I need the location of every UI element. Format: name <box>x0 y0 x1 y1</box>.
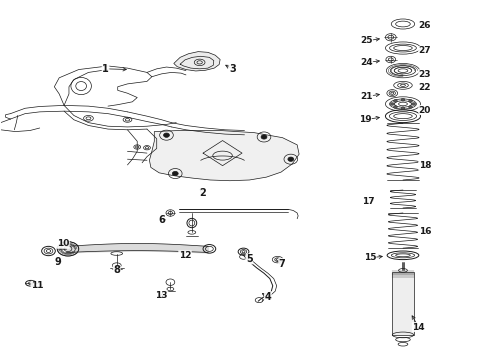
Text: 2: 2 <box>199 188 206 198</box>
Text: 11: 11 <box>31 281 43 290</box>
Text: 7: 7 <box>278 258 285 269</box>
Text: 18: 18 <box>418 161 430 170</box>
Text: 16: 16 <box>418 228 430 237</box>
Circle shape <box>400 107 404 110</box>
Polygon shape <box>149 131 299 181</box>
Circle shape <box>411 103 415 105</box>
Circle shape <box>287 157 293 161</box>
Text: 14: 14 <box>411 323 424 332</box>
Circle shape <box>408 99 412 102</box>
Text: 20: 20 <box>418 105 430 114</box>
Text: 21: 21 <box>360 92 372 101</box>
Text: 19: 19 <box>358 115 370 124</box>
Text: 17: 17 <box>362 197 374 206</box>
Circle shape <box>393 99 397 102</box>
Text: 4: 4 <box>264 292 271 302</box>
Text: 3: 3 <box>228 64 235 74</box>
Text: 23: 23 <box>418 70 430 79</box>
Text: 8: 8 <box>113 265 120 275</box>
Bar <box>391 272 413 335</box>
Polygon shape <box>173 51 220 71</box>
Text: 13: 13 <box>155 291 167 300</box>
Text: 10: 10 <box>57 239 69 248</box>
Circle shape <box>400 98 404 101</box>
Text: 15: 15 <box>363 253 375 262</box>
Circle shape <box>408 105 412 108</box>
Text: 9: 9 <box>55 257 61 267</box>
Text: 5: 5 <box>245 254 252 264</box>
Text: 25: 25 <box>360 36 372 45</box>
Circle shape <box>163 133 169 137</box>
Circle shape <box>172 171 178 176</box>
Circle shape <box>261 135 266 139</box>
Circle shape <box>389 103 393 105</box>
Text: 6: 6 <box>158 215 164 225</box>
Text: 27: 27 <box>418 46 430 55</box>
Text: 1: 1 <box>102 64 109 74</box>
Text: 26: 26 <box>418 21 430 30</box>
Text: 12: 12 <box>179 251 191 260</box>
Circle shape <box>393 105 397 108</box>
Text: 24: 24 <box>359 58 372 67</box>
Text: 22: 22 <box>418 83 430 92</box>
